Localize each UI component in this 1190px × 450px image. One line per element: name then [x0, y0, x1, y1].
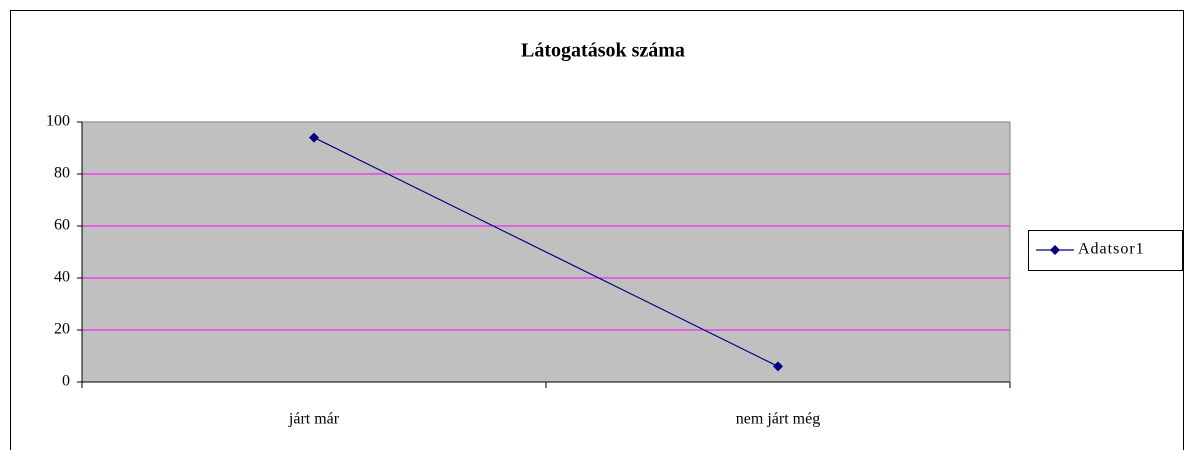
legend-label: Adatsor1 [1078, 241, 1145, 258]
x-tick-label: járt már [288, 411, 340, 428]
y-tick-label: 20 [54, 321, 70, 338]
x-tick-label: nem járt még [736, 411, 820, 428]
y-tick-label: 60 [54, 217, 70, 234]
y-tick-label: 40 [54, 269, 70, 286]
y-tick-label: 100 [46, 113, 70, 130]
point-marker [773, 361, 783, 372]
y-tick-label: 80 [54, 165, 70, 182]
point-marker [309, 132, 319, 143]
y-tick-label: 0 [62, 373, 70, 390]
chart-title: Látogatások száma [521, 40, 685, 62]
chart-border [10, 10, 1184, 450]
legend-marker [1050, 245, 1060, 255]
series-line [313, 137, 779, 367]
